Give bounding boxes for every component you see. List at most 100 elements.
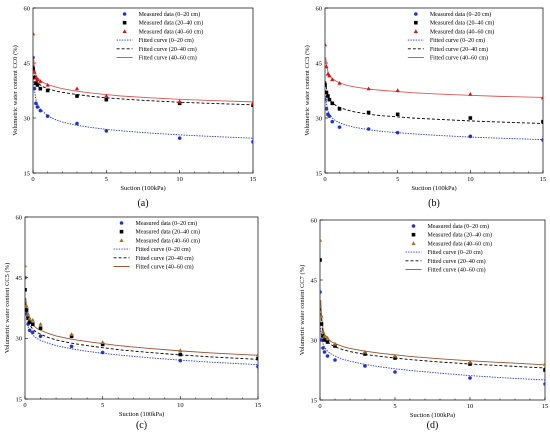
data-point-square xyxy=(38,326,43,331)
data-point-square xyxy=(541,119,543,124)
y-axis-title: Volumetric water content CC0 (%) xyxy=(12,45,19,136)
legend-entry-label: Fitted curve (20–40 cm) xyxy=(139,46,197,53)
data-point-square xyxy=(325,340,330,344)
data-point-square xyxy=(256,356,258,361)
panel-label: (a) xyxy=(137,198,148,209)
data-point-square xyxy=(395,112,400,117)
data-point-triangle xyxy=(467,359,473,364)
data-point-square xyxy=(27,320,32,324)
y-tick-label: 30 xyxy=(16,336,23,343)
legend-marker-triangle xyxy=(411,241,416,245)
data-point-triangle xyxy=(362,349,368,354)
data-point-circle xyxy=(325,97,327,102)
data-point-square xyxy=(33,75,37,80)
data-point-square xyxy=(25,308,29,312)
data-point-triangle xyxy=(325,335,330,340)
data-point-circle xyxy=(468,376,472,380)
data-point-triangle xyxy=(255,352,258,357)
plot-area xyxy=(25,263,258,369)
y-tick-label: 30 xyxy=(311,337,318,344)
data-point-square xyxy=(366,110,371,115)
fitted-curve-line xyxy=(320,299,545,366)
y-tick-label: 60 xyxy=(24,5,31,12)
data-point-circle xyxy=(35,105,40,109)
y-tick-label: 30 xyxy=(24,115,31,122)
y-tick-label: 60 xyxy=(311,217,318,224)
y-tick-label: 15 xyxy=(24,170,31,177)
data-point-circle xyxy=(25,275,27,280)
x-tick-label: 10 xyxy=(467,176,474,183)
data-point-square xyxy=(468,362,472,366)
data-point-triangle xyxy=(330,77,335,82)
fitted-curve-line xyxy=(320,327,545,381)
legend-marker-circle xyxy=(414,12,418,16)
data-point-triangle xyxy=(45,82,50,87)
data-point-circle xyxy=(468,134,473,139)
legend-marker-square xyxy=(414,20,418,25)
x-tick-label: 10 xyxy=(176,176,183,183)
fitted-curve-line xyxy=(25,301,258,360)
x-axis-title: Suction (100kPa) xyxy=(119,411,164,418)
x-tick-label: 5 xyxy=(105,176,108,183)
fitted-curve-line xyxy=(325,95,543,141)
y-tick-label: 30 xyxy=(316,115,323,122)
x-tick-label: 5 xyxy=(396,176,399,183)
data-point-triangle xyxy=(320,329,326,334)
y-tick-label: 15 xyxy=(311,397,318,404)
chart-panel-4: 0 5 10 15 15 30 45 60 Suction (100kPa) Volumetric… xyxy=(299,217,548,431)
data-point-triangle xyxy=(178,348,183,353)
data-point-square xyxy=(543,368,545,372)
data-point-circle xyxy=(45,114,50,118)
data-point-triangle xyxy=(177,99,182,104)
plot-frame xyxy=(32,7,254,174)
legend-entry-label: Measured data (0–20 cm) xyxy=(430,11,491,18)
data-point-circle xyxy=(320,338,324,342)
legend-marker-triangle xyxy=(119,238,124,242)
data-point-triangle xyxy=(33,31,36,36)
legend-entry-label: Fitted curve (0–20 cm) xyxy=(430,37,485,44)
panel-label: (c) xyxy=(136,420,147,431)
panel-label: (d) xyxy=(427,420,439,431)
data-point-circle xyxy=(543,382,545,386)
data-point-circle xyxy=(322,350,327,354)
legend: Measured data (0–20 cm) Measured data (20… xyxy=(405,223,492,274)
legend-marker-square xyxy=(411,232,416,237)
data-point-square xyxy=(34,81,38,85)
data-point-square xyxy=(321,334,325,338)
panel-label: (b) xyxy=(428,198,440,209)
data-point-square xyxy=(330,101,335,106)
data-point-triangle xyxy=(27,315,32,320)
legend-marker-triangle xyxy=(122,29,127,33)
data-point-circle xyxy=(178,358,183,363)
data-point-triangle xyxy=(320,313,324,318)
data-point-square xyxy=(251,103,253,107)
data-point-circle xyxy=(321,346,325,350)
x-tick-label: 10 xyxy=(177,402,184,409)
legend-entry-label: Measured data (20–40 cm) xyxy=(428,232,492,239)
data-point-circle xyxy=(330,119,335,124)
data-point-triangle xyxy=(38,321,43,326)
data-point-circle xyxy=(327,114,332,118)
legend-entry-label: Measured data (0–20 cm) xyxy=(136,220,197,227)
data-point-triangle xyxy=(25,303,29,308)
data-point-square xyxy=(69,334,74,339)
x-tick-label: 15 xyxy=(540,176,547,183)
data-point-square xyxy=(75,94,79,98)
data-point-square xyxy=(104,97,109,102)
legend: Measured data (0–20 cm) Measured data (20… xyxy=(407,11,494,62)
data-point-triangle xyxy=(38,79,43,83)
data-point-circle xyxy=(393,370,397,374)
data-point-triangle xyxy=(26,311,31,316)
data-point-square xyxy=(468,116,473,120)
legend-marker-triangle xyxy=(413,29,418,33)
data-point-circle xyxy=(395,130,400,135)
x-axis-title: Suction (100kPa) xyxy=(411,185,456,192)
data-point-circle xyxy=(251,140,253,144)
data-point-triangle xyxy=(250,101,253,105)
data-point-square xyxy=(325,90,329,95)
data-point-square xyxy=(26,316,30,320)
data-point-circle xyxy=(75,121,79,126)
legend-marker-circle xyxy=(122,12,127,16)
legend-entry-label: Measured data (0–20 cm) xyxy=(428,223,489,230)
plot-frame xyxy=(24,216,259,400)
